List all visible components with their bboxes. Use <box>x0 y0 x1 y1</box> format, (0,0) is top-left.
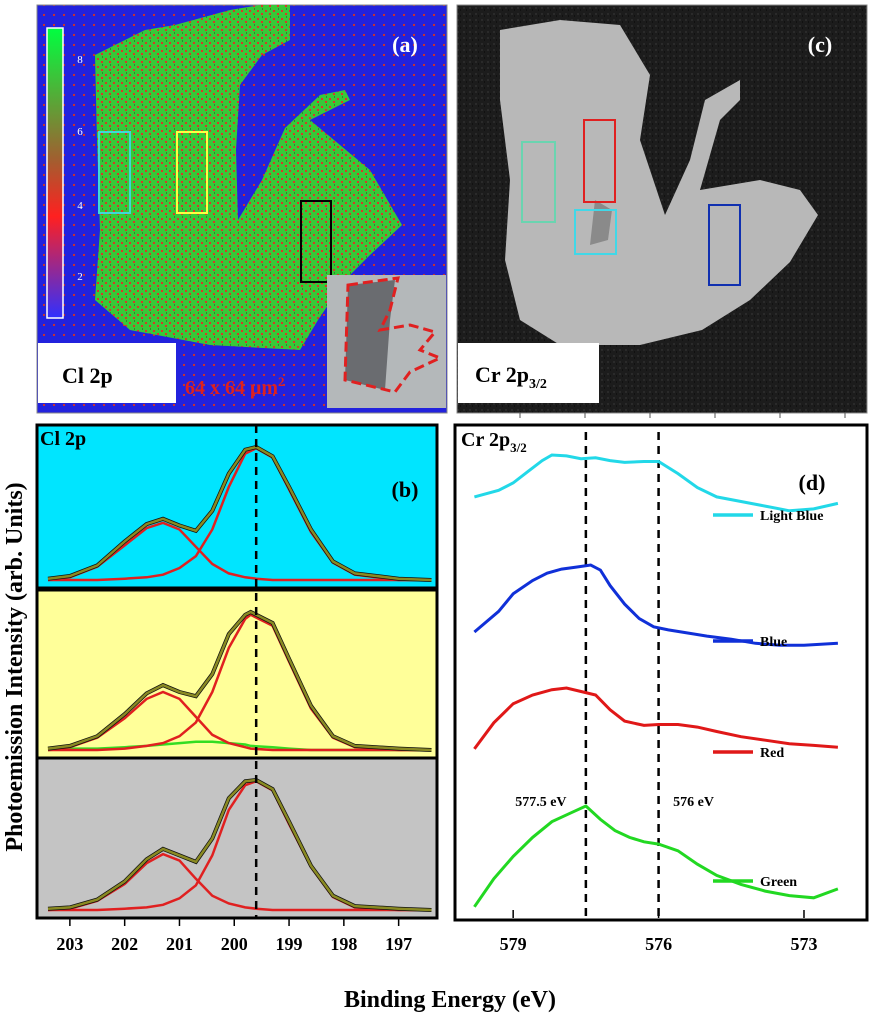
reference-line-label: 577.5 eV <box>515 795 566 810</box>
x-tick-label: 197 <box>385 934 412 954</box>
colorbar <box>46 27 64 319</box>
fit-envelope <box>47 445 432 582</box>
roi-light-green <box>521 141 556 223</box>
colorbar-tick: 8 <box>77 54 83 66</box>
roi-yellow <box>176 131 208 214</box>
x-tick-label: 198 <box>330 934 357 954</box>
fit-envelope <box>47 610 432 752</box>
subplot-background <box>37 758 437 918</box>
roi-blue <box>708 204 741 286</box>
x-tick-label: 203 <box>56 934 83 954</box>
roi-cyan <box>574 209 617 255</box>
inset-optical <box>327 275 446 408</box>
panel-letter: (b) <box>392 477 419 502</box>
panel-d-chart: 577.5 eV 576 eV Light Blue Blue Red Green Cr… <box>453 423 869 954</box>
legend-label: Red <box>760 746 784 761</box>
x-tick-label: 573 <box>790 934 817 954</box>
colorbar-tick: 2 <box>77 271 83 283</box>
fit-peak-1 <box>47 852 432 912</box>
series-line <box>473 686 839 750</box>
fit-peak-1 <box>47 521 432 582</box>
series-line <box>474 453 839 513</box>
panel-letter: (a) <box>392 32 418 57</box>
chart-frame <box>453 423 869 922</box>
fit-peak-1 <box>47 690 432 752</box>
subplot-frame <box>35 423 439 590</box>
x-tick-label: 200 <box>221 934 248 954</box>
legend-label: Green <box>760 875 797 890</box>
flake-region <box>500 20 818 345</box>
legend-label: Light Blue <box>760 509 823 524</box>
x-axis-label: Binding Energy (eV) <box>344 987 556 1013</box>
panel-a-map: 8 6 4 2 (a) Cl 2p 64 x 64 μm2 <box>36 4 448 414</box>
legend-label: Blue <box>760 635 787 650</box>
fit-envelope <box>47 778 432 912</box>
panel-letter: (c) <box>808 32 832 57</box>
x-tick-label: 576 <box>645 934 672 954</box>
panel-c-map: (c) Cr 2p3/2 <box>456 4 868 418</box>
chart-title: Cr 2p3/2 <box>461 429 527 455</box>
colorbar-tick: 6 <box>77 126 83 138</box>
panel-label: Cr 2p3/2 <box>475 362 547 392</box>
flake-region <box>95 5 402 350</box>
roi-black <box>300 200 332 283</box>
panel-b-chart: Cl 2p (b) 203 202 201 200 199 198 197 <box>35 423 439 954</box>
x-tick-label: 579 <box>500 934 527 954</box>
x-tick-label: 202 <box>111 934 138 954</box>
series-line <box>473 804 839 908</box>
label-box <box>38 343 176 403</box>
subplot-background <box>37 590 437 758</box>
reference-line-label: 576 eV <box>673 795 714 810</box>
roi-red <box>583 119 616 203</box>
colorbar-tick: 4 <box>77 200 83 212</box>
scale-text: 64 x 64 μm2 <box>185 374 285 399</box>
chart-title: Cl 2p <box>40 428 86 450</box>
subplot-frame <box>35 756 439 920</box>
panel-label: Cl 2p <box>62 363 113 388</box>
label-box <box>458 343 599 403</box>
roi-light-blue <box>98 131 131 214</box>
x-tick-label: 201 <box>166 934 193 954</box>
y-axis-label: Photoemission Intensity (arb. Units) <box>2 482 28 851</box>
panel-letter: (d) <box>799 470 826 495</box>
x-tick-label: 199 <box>276 934 303 954</box>
flake-spot <box>590 200 612 245</box>
